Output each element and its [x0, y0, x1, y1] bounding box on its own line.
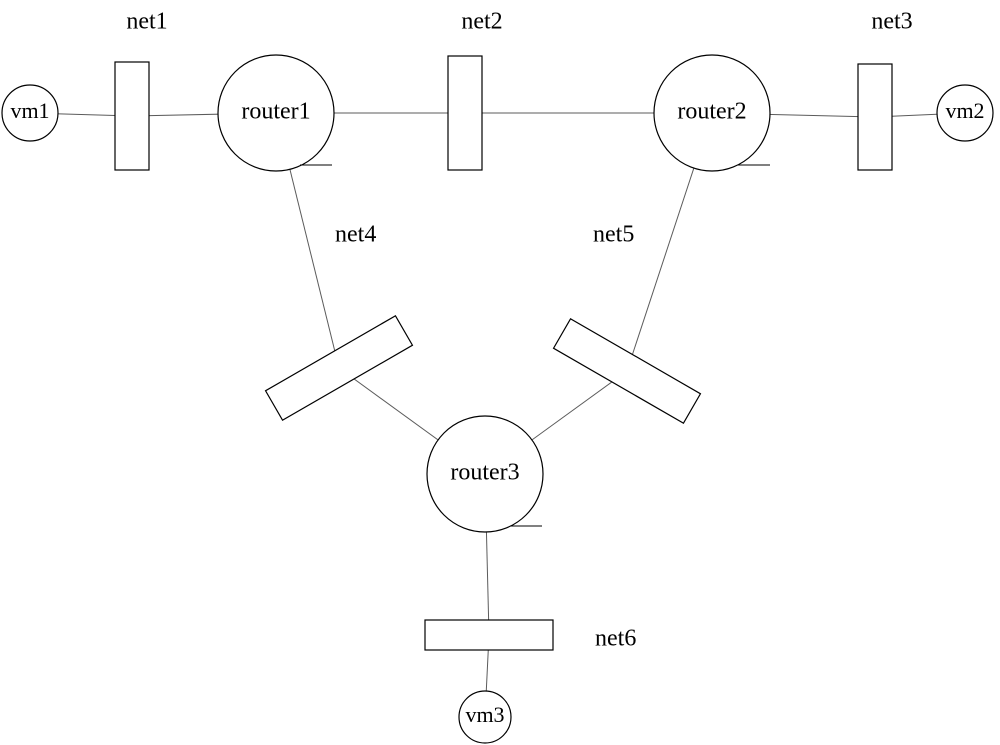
router1-label: router1	[241, 99, 310, 125]
vm1-label: vm1	[10, 98, 49, 123]
net6-label: net6	[595, 626, 636, 652]
net1-node	[115, 62, 149, 170]
nodes-layer	[2, 55, 993, 743]
vm3-label: vm3	[465, 702, 504, 727]
network-diagram: vm1 vm2 vm3 router1 router2 router3 net1 net2 ne…	[0, 0, 1000, 745]
router2-label: router2	[677, 99, 746, 125]
net2-label: net2	[461, 9, 502, 35]
net4-label: net4	[335, 222, 376, 248]
net4-node	[266, 316, 413, 420]
net2-node	[448, 56, 482, 170]
net5-node	[554, 319, 701, 423]
net3-node	[858, 64, 892, 170]
vm2-label: vm2	[945, 98, 984, 123]
net5-label: net5	[593, 222, 634, 248]
net1-label: net1	[126, 9, 167, 35]
net3-label: net3	[871, 9, 912, 35]
net6-node	[425, 620, 553, 650]
router3-label: router3	[450, 460, 519, 486]
